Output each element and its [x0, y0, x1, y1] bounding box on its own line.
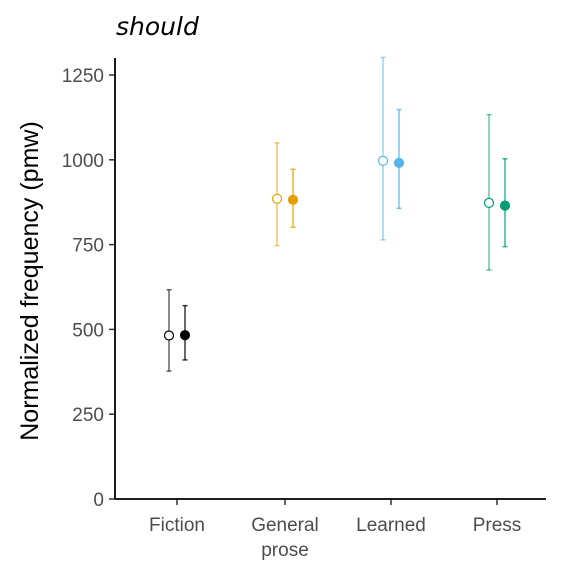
error-bar-point: [287, 168, 299, 229]
filled-point-marker: [499, 200, 511, 211]
open-point-marker: [271, 193, 283, 204]
x-axis: Fiction General prose Learned Press: [149, 499, 521, 561]
y-tick-label: 1000: [62, 151, 104, 172]
y-axis-label: Normalized frequency (pmw): [16, 121, 44, 441]
y-tick-label: 750: [72, 236, 104, 257]
error-bar-point: [483, 113, 495, 271]
open-point-marker: [483, 197, 495, 208]
plot-area: [163, 56, 511, 372]
y-axis: 0 250 500 750 1000 1250: [62, 66, 115, 511]
error-bar-point: [393, 108, 405, 210]
y-tick-label: 500: [72, 320, 104, 341]
x-tick-label: Learned: [356, 515, 426, 536]
error-bar-point: [163, 288, 175, 372]
y-tick-label: 0: [93, 490, 104, 511]
filled-point-marker: [287, 194, 299, 205]
error-bar-point: [271, 142, 283, 247]
error-bar-point: [377, 56, 389, 241]
x-tick-label: General prose: [251, 515, 319, 561]
filled-point-marker: [179, 330, 191, 341]
error-bar-point: [499, 158, 511, 248]
x-tick-label: Press: [473, 515, 522, 536]
open-point-marker: [163, 330, 175, 341]
y-tick-label: 250: [72, 405, 104, 426]
x-tick-label: Fiction: [149, 515, 205, 536]
y-tick-label: 1250: [62, 66, 104, 87]
chart-title: should: [116, 12, 199, 41]
error-bar-point: [179, 304, 191, 361]
open-point-marker: [377, 155, 389, 166]
filled-point-marker: [393, 157, 405, 168]
